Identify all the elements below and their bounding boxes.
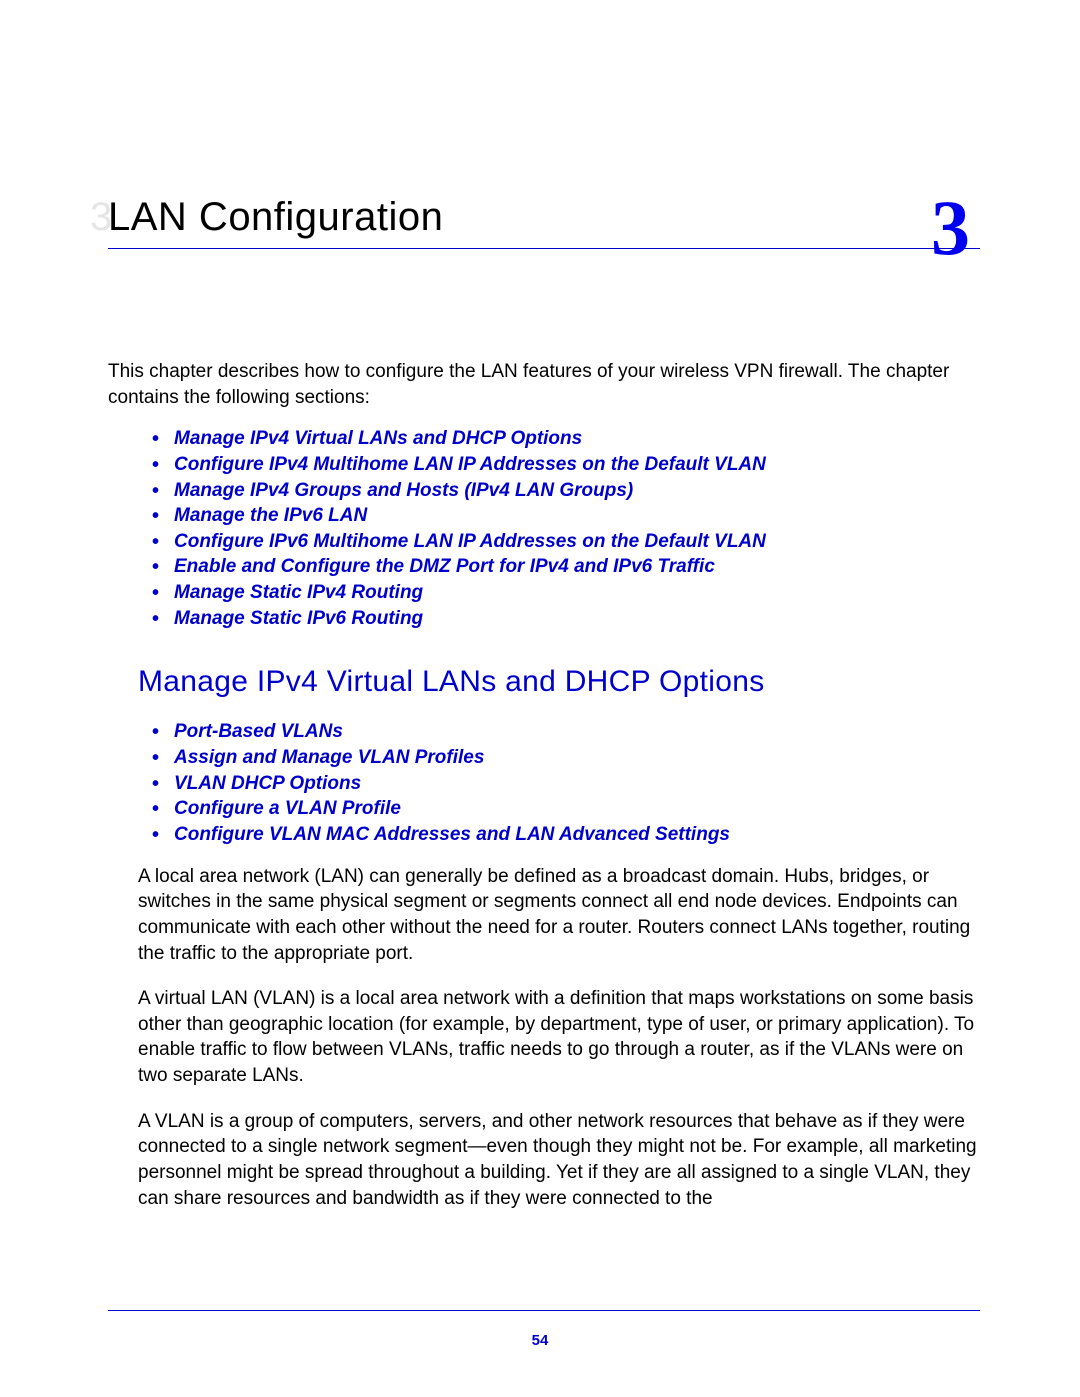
toc-link[interactable]: Manage Static IPv4 Routing [152,580,980,606]
document-page: 3. LAN Configuration 3 This chapter desc… [0,0,1080,1397]
toc-link[interactable]: Enable and Configure the DMZ Port for IP… [152,554,980,580]
toc-link[interactable]: Manage the IPv6 LAN [152,503,980,529]
chapter-number: 3 [931,183,970,273]
toc-link[interactable]: VLAN DHCP Options [152,771,980,797]
toc-link[interactable]: Manage IPv4 Groups and Hosts (IPv4 LAN G… [152,478,980,504]
page-number: 54 [0,1332,1080,1349]
toc-link[interactable]: Configure IPv6 Multihome LAN IP Addresse… [152,529,980,555]
chapter-title: LAN Configuration [108,195,980,240]
chapter-header: 3. LAN Configuration 3 [108,195,980,249]
toc-link[interactable]: Manage IPv4 Virtual LANs and DHCP Option… [152,426,980,452]
section-toc: Port-Based VLANs Assign and Manage VLAN … [108,719,980,847]
toc-link[interactable]: Configure VLAN MAC Addresses and LAN Adv… [152,822,980,848]
chapter-toc: Manage IPv4 Virtual LANs and DHCP Option… [108,426,980,631]
body-paragraph: A local area network (LAN) can generally… [138,864,980,967]
toc-link[interactable]: Configure a VLAN Profile [152,796,980,822]
body-paragraph: A virtual LAN (VLAN) is a local area net… [138,986,980,1089]
section-heading: Manage IPv4 Virtual LANs and DHCP Option… [138,665,980,699]
toc-link[interactable]: Configure IPv4 Multihome LAN IP Addresse… [152,452,980,478]
body-paragraph: A VLAN is a group of computers, servers,… [138,1109,980,1212]
toc-link[interactable]: Assign and Manage VLAN Profiles [152,745,980,771]
chapter-divider [108,248,980,249]
toc-link[interactable]: Port-Based VLANs [152,719,980,745]
intro-paragraph: This chapter describes how to configure … [108,359,980,410]
toc-link[interactable]: Manage Static IPv6 Routing [152,606,980,632]
footer-divider [108,1310,980,1311]
